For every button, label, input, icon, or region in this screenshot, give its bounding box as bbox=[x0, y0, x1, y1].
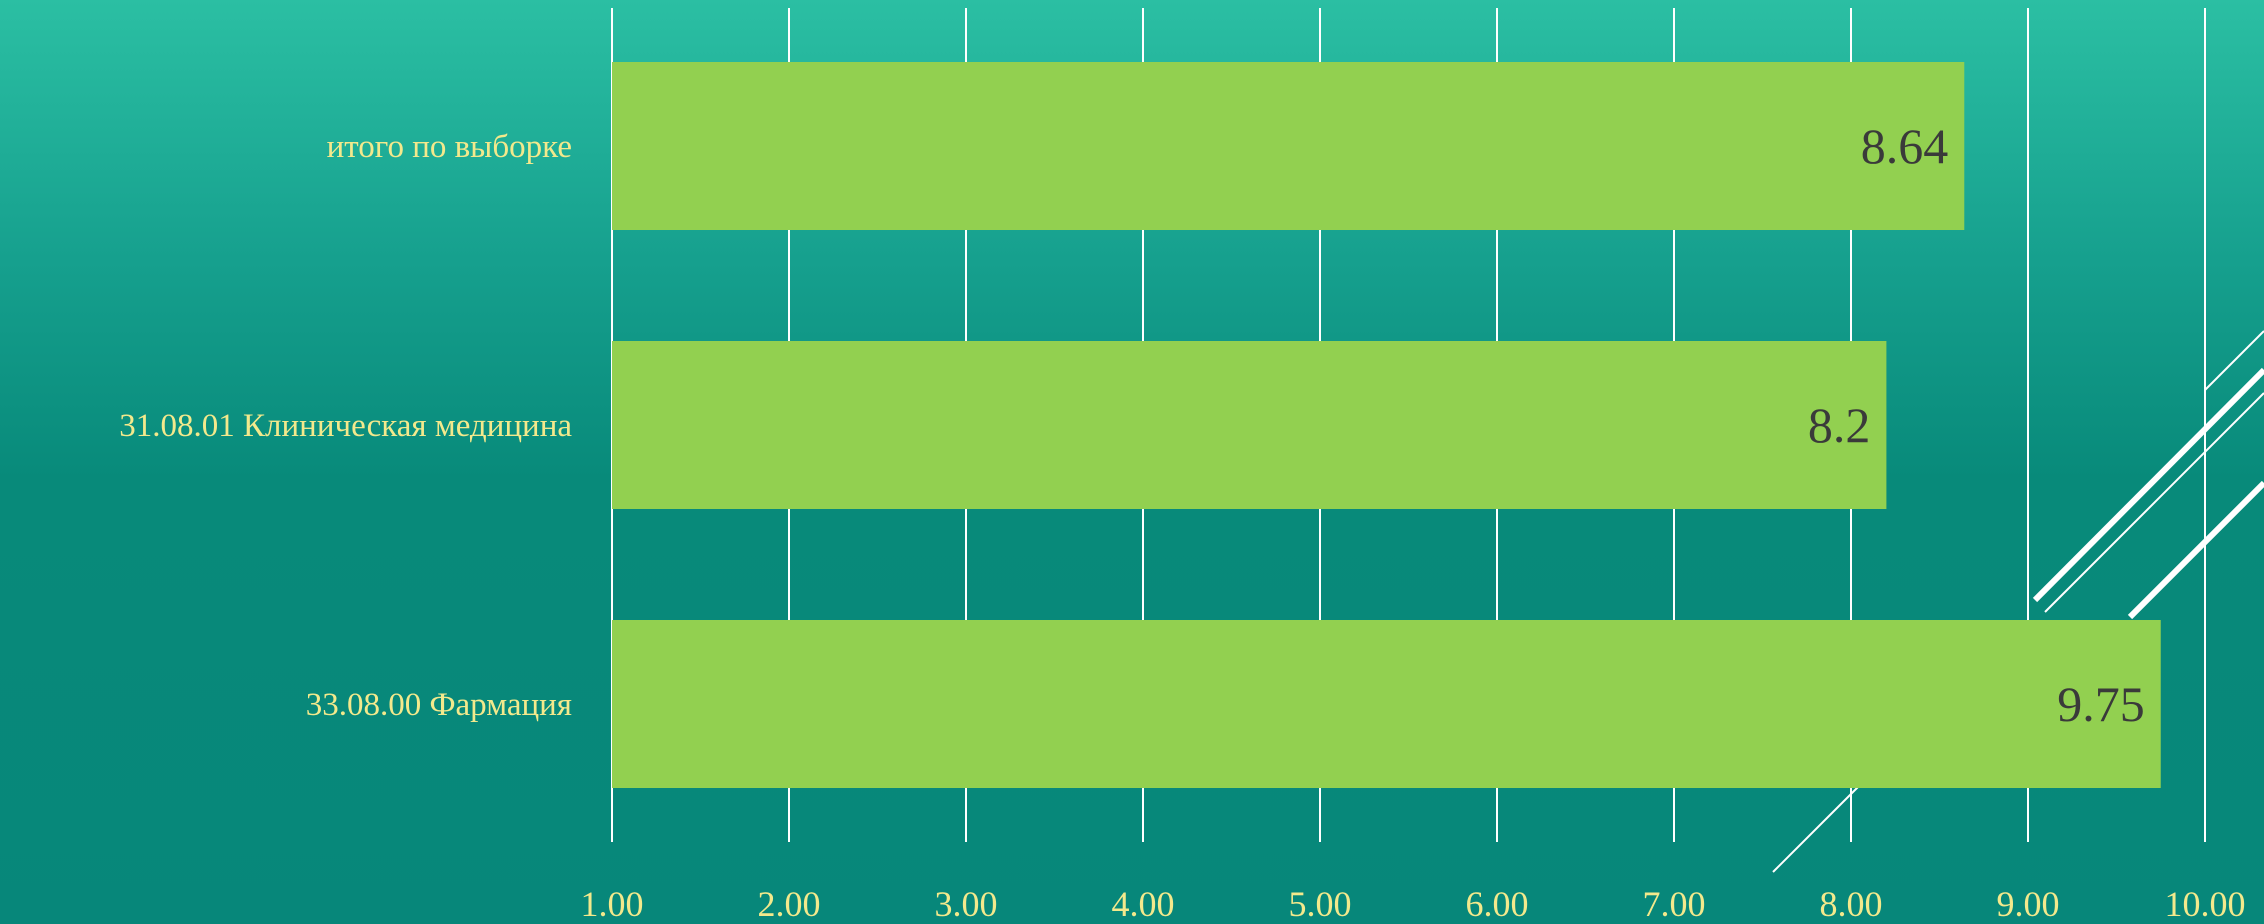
decorative-line bbox=[1772, 784, 1861, 873]
decorative-line bbox=[2204, 330, 2264, 391]
x-tick-label: 6.00 bbox=[1466, 884, 1529, 924]
bar bbox=[612, 620, 2161, 788]
bars: 8.64 8.2 9.75 bbox=[612, 62, 2161, 788]
decorative-line bbox=[2044, 392, 2264, 613]
x-tick-label: 3.00 bbox=[935, 884, 998, 924]
category-label: 31.08.01 Клиническая медицина bbox=[119, 408, 572, 444]
category-label: итого по выборке bbox=[327, 129, 572, 165]
x-tick-label: 1.00 bbox=[581, 884, 644, 924]
data-label: 8.64 bbox=[1861, 118, 1949, 174]
x-tick-labels: 1.00 2.00 3.00 4.00 5.00 6.00 7.00 8.00 9.00 10.0… bbox=[581, 884, 2246, 924]
x-tick-label: 7.00 bbox=[1643, 884, 1706, 924]
x-tick-label: 2.00 bbox=[758, 884, 821, 924]
decorative-line bbox=[2127, 480, 2264, 620]
decorative-lines bbox=[1772, 330, 2264, 873]
bar bbox=[612, 62, 1965, 230]
decorative-line bbox=[2032, 367, 2264, 603]
bar bbox=[612, 341, 1887, 509]
data-label: 8.2 bbox=[1808, 397, 1871, 453]
category-labels: итого по выборке 31.08.01 Клиническая мед… bbox=[119, 129, 572, 723]
data-label: 9.75 bbox=[2057, 676, 2145, 732]
x-tick-label: 5.00 bbox=[1289, 884, 1352, 924]
x-tick-label: 9.00 bbox=[1997, 884, 2060, 924]
category-label: 33.08.00 Фармация bbox=[306, 687, 572, 723]
x-tick-label: 10.00 bbox=[2165, 884, 2246, 924]
x-tick-label: 8.00 bbox=[1820, 884, 1883, 924]
x-tick-label: 4.00 bbox=[1112, 884, 1175, 924]
